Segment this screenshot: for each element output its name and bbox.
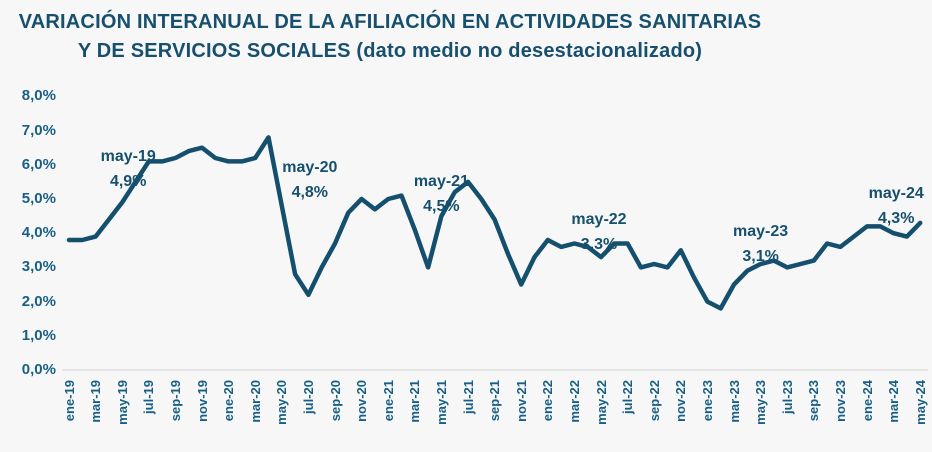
- x-tick-label: mar-24: [886, 380, 902, 423]
- x-tick-label: jul-21: [460, 380, 476, 414]
- annotation-month-label: may-23: [733, 222, 789, 240]
- x-tick-label: sep-19: [167, 380, 183, 422]
- x-tick-label: mar-20: [247, 380, 263, 423]
- y-tick-label: 3,0%: [21, 258, 56, 276]
- x-tick-label: ene-21: [380, 380, 396, 422]
- x-tick-label: sep-22: [646, 380, 662, 422]
- x-tick-label: sep-20: [327, 380, 343, 422]
- x-tick-label: mar-23: [726, 380, 742, 423]
- x-tick-label: jul-22: [620, 380, 636, 414]
- x-tick-label: may-23: [753, 380, 769, 425]
- x-tick-label: jul-23: [779, 380, 795, 414]
- data-line: [66, 135, 923, 311]
- annotation-may-22: may-22 3,3%: [551, 207, 647, 257]
- chart-title: VARIACIÓN INTERANUAL DE LA AFILIACIÓN EN…: [5, 8, 775, 66]
- y-tick-label: 5,0%: [21, 190, 56, 207]
- annotation-value-label: 4,3%: [877, 209, 915, 227]
- annotation-month-label: may-24: [868, 184, 924, 202]
- y-tick-label: 7,0%: [21, 121, 56, 139]
- y-tick-label: 1,0%: [21, 326, 56, 344]
- x-tick-label: ene-22: [540, 380, 556, 422]
- x-tick-label: ene-23: [699, 380, 715, 422]
- annotation-value-label: 4,9%: [109, 173, 147, 191]
- x-tick-label: mar-19: [88, 380, 104, 423]
- x-tick-label: may-22: [593, 380, 609, 425]
- x-tick-label: may-19: [114, 380, 130, 425]
- x-tick-label: mar-22: [566, 380, 582, 423]
- y-tick-label: 2,0%: [21, 292, 56, 310]
- annotation-value-label: 3,3%: [580, 236, 618, 254]
- x-tick-label: sep-21: [487, 380, 503, 422]
- x-tick-label: jul-20: [300, 380, 316, 414]
- y-tick-label: 0,0%: [21, 361, 56, 378]
- x-tick-label: may-21: [433, 380, 449, 425]
- annotation-may-21: may-21 4,5%: [393, 169, 489, 219]
- x-tick-label: nov-22: [673, 380, 689, 422]
- x-tick-label: ene-24: [859, 380, 875, 422]
- annotation-value-label: 4,8%: [291, 183, 329, 201]
- x-tick-label: jul-19: [141, 380, 157, 414]
- annotation-month-label: may-22: [571, 211, 627, 229]
- y-tick-label: 6,0%: [21, 155, 56, 173]
- annotation-month-label: may-19: [100, 148, 156, 166]
- x-tick-label: mar-21: [407, 380, 423, 423]
- y-tick-label: 8,0%: [21, 87, 56, 105]
- x-tick-label: nov-20: [354, 380, 370, 422]
- y-tick-label: 4,0%: [21, 224, 56, 242]
- x-tick-label: nov-19: [194, 380, 210, 422]
- x-tick-label: ene-19: [61, 380, 77, 422]
- annotation-may-23: may-23 3,1%: [713, 219, 809, 269]
- annotation-may-19: may-19 4,9%: [80, 144, 176, 194]
- x-tick-label: nov-21: [513, 380, 529, 422]
- annotation-month-label: may-20: [282, 158, 338, 176]
- annotation-may-24: may-24 4,3%: [848, 181, 932, 231]
- x-tick-label: sep-23: [806, 380, 822, 422]
- chart-title-line1: VARIACIÓN INTERANUAL DE LA AFILIACIÓN EN…: [18, 11, 762, 33]
- annotation-month-label: may-21: [413, 173, 469, 191]
- chart-title-line2: Y DE SERVICIOS SOCIALES (dato medio no d…: [77, 40, 703, 62]
- x-tick-label: may-24: [912, 380, 928, 425]
- x-tick-label: may-20: [274, 380, 290, 425]
- annotation-value-label: 4,5%: [423, 198, 460, 216]
- annotation-may-20: may-20 4,8%: [262, 155, 358, 205]
- x-tick-label: ene-20: [221, 380, 237, 422]
- x-tick-label: nov-23: [832, 380, 848, 422]
- annotation-value-label: 3,1%: [742, 247, 779, 265]
